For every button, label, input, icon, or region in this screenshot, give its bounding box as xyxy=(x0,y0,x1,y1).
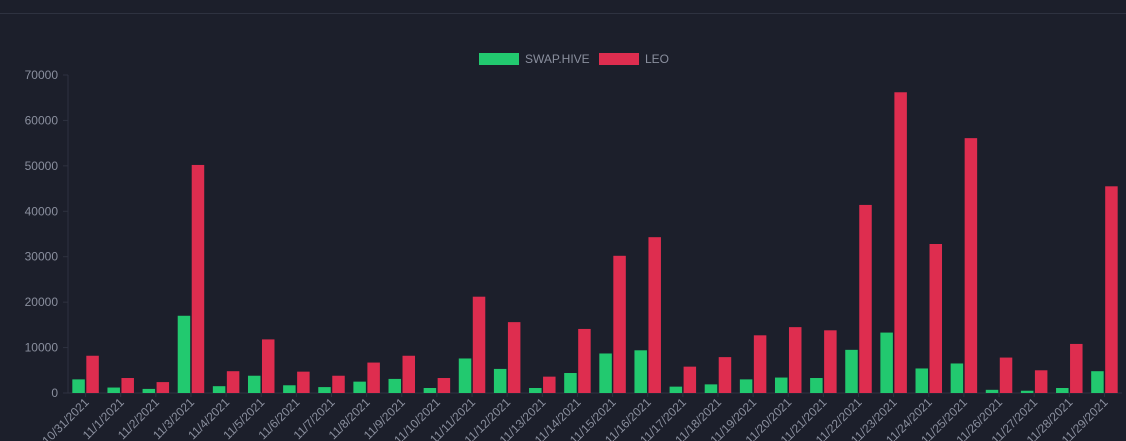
bar-leo xyxy=(402,355,416,393)
bar-swap-hive xyxy=(72,379,85,393)
bar-swap-hive xyxy=(283,385,296,393)
y-tick-label: 10000 xyxy=(25,341,59,355)
bar-leo xyxy=(332,375,345,393)
bar-leo xyxy=(578,328,591,393)
header-divider xyxy=(0,13,1126,14)
bar-leo xyxy=(859,204,872,393)
bar-leo xyxy=(824,330,837,393)
bar-swap-hive xyxy=(493,368,507,393)
bar-swap-hive xyxy=(669,386,683,393)
y-tick-label: 20000 xyxy=(25,295,59,309)
bar-leo xyxy=(437,378,451,393)
bar-swap-hive xyxy=(599,353,612,393)
bar-leo xyxy=(121,378,134,393)
bar-swap-hive xyxy=(1056,388,1069,393)
bar-swap-hive xyxy=(1091,371,1104,393)
bar-leo xyxy=(297,371,310,393)
bar-leo xyxy=(718,357,732,393)
bar-swap-hive xyxy=(177,315,191,393)
bar-leo xyxy=(788,327,802,393)
bar-swap-hive xyxy=(458,358,472,393)
chart-legend[interactable]: SWAP.HIVE LEO xyxy=(479,52,669,66)
bar-swap-hive xyxy=(423,388,437,393)
bar-leo xyxy=(964,138,978,393)
bar-leo xyxy=(472,296,486,393)
bar-swap-hive xyxy=(880,332,893,393)
bar-swap-hive xyxy=(739,379,753,393)
y-tick-label: 60000 xyxy=(25,113,59,127)
bar-swap-hive xyxy=(353,381,366,393)
bar-leo xyxy=(894,92,907,394)
bar-swap-hive xyxy=(950,363,964,393)
bar-swap-hive xyxy=(564,373,577,393)
y-tick-label: 50000 xyxy=(25,159,59,173)
x-axis: 10/31/202111/1/202111/2/202111/3/202111/… xyxy=(39,392,1122,441)
bar-swap-hive xyxy=(247,375,261,393)
bar-leo xyxy=(683,366,697,393)
bar-swap-hive xyxy=(774,377,788,393)
bar-leo xyxy=(226,371,240,393)
bar-swap-hive xyxy=(810,378,823,393)
bar-leo xyxy=(1070,343,1083,393)
legend-label-swap-hive[interactable]: SWAP.HIVE xyxy=(525,52,590,66)
bar-swap-hive xyxy=(634,350,647,393)
bar-swap-hive xyxy=(704,384,718,393)
bar-leo xyxy=(543,376,556,393)
legend-label-leo[interactable]: LEO xyxy=(645,52,669,66)
y-tick-label: 70000 xyxy=(25,68,59,82)
bar-leo xyxy=(999,357,1013,393)
bar-leo xyxy=(1105,186,1118,393)
bar-series xyxy=(72,92,1118,394)
bar-leo xyxy=(191,164,205,393)
bar-leo xyxy=(156,382,170,393)
bar-swap-hive xyxy=(142,388,156,393)
y-axis: 0 10000 20000 30000 40000 50000 60000 70000 xyxy=(25,68,69,400)
bar-leo xyxy=(613,255,626,393)
bar-leo xyxy=(367,362,380,393)
legend-swatch-leo[interactable] xyxy=(599,53,639,65)
bar-leo xyxy=(86,355,99,393)
bar-leo xyxy=(507,322,521,393)
bar-swap-hive xyxy=(107,387,120,393)
bar-swap-hive xyxy=(529,388,542,393)
bar-leo xyxy=(1034,370,1048,393)
bar-leo xyxy=(753,335,767,393)
bar-swap-hive xyxy=(985,389,999,393)
bar-leo xyxy=(929,243,943,393)
bar-leo xyxy=(648,237,661,393)
bar-swap-hive xyxy=(388,378,402,393)
bar-leo xyxy=(261,339,275,393)
bar-swap-hive xyxy=(915,368,929,393)
y-tick-label: 30000 xyxy=(25,250,59,264)
y-tick-label: 40000 xyxy=(25,204,59,218)
legend-swatch-swap-hive[interactable] xyxy=(479,53,519,65)
bar-swap-hive xyxy=(318,387,331,393)
bar-swap-hive xyxy=(1020,390,1034,393)
bar-swap-hive xyxy=(845,349,858,393)
bar-swap-hive xyxy=(212,386,226,393)
y-tick-label: 0 xyxy=(51,386,58,400)
